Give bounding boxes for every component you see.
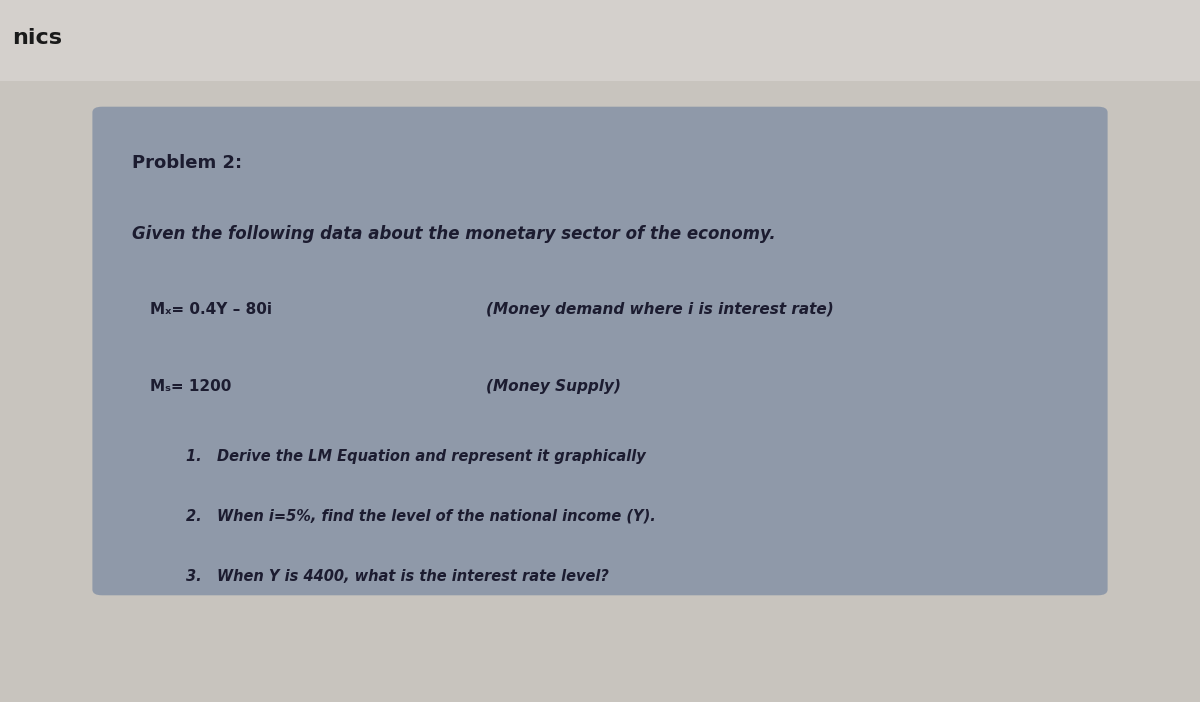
Text: 3.   When Y is 4400, what is the interest rate level?: 3. When Y is 4400, what is the interest … (186, 569, 608, 583)
FancyBboxPatch shape (92, 107, 1108, 595)
Text: Mₛ= 1200: Mₛ= 1200 (150, 379, 232, 394)
Text: (Money demand where i is interest rate): (Money demand where i is interest rate) (486, 302, 834, 317)
Text: nics: nics (12, 28, 62, 48)
Text: Problem 2:: Problem 2: (132, 154, 242, 173)
Text: 2.   When i=5%, find the level of the national income (Y).: 2. When i=5%, find the level of the nati… (186, 509, 655, 524)
Text: (Money Supply): (Money Supply) (486, 379, 622, 394)
Text: Mₓ= 0.4Y – 80i: Mₓ= 0.4Y – 80i (150, 302, 272, 317)
Text: 1.   Derive the LM Equation and represent it graphically: 1. Derive the LM Equation and represent … (186, 449, 646, 464)
Bar (0, 0, 1200, 81)
Text: Given the following data about the monetary sector of the economy.: Given the following data about the monet… (132, 225, 775, 243)
